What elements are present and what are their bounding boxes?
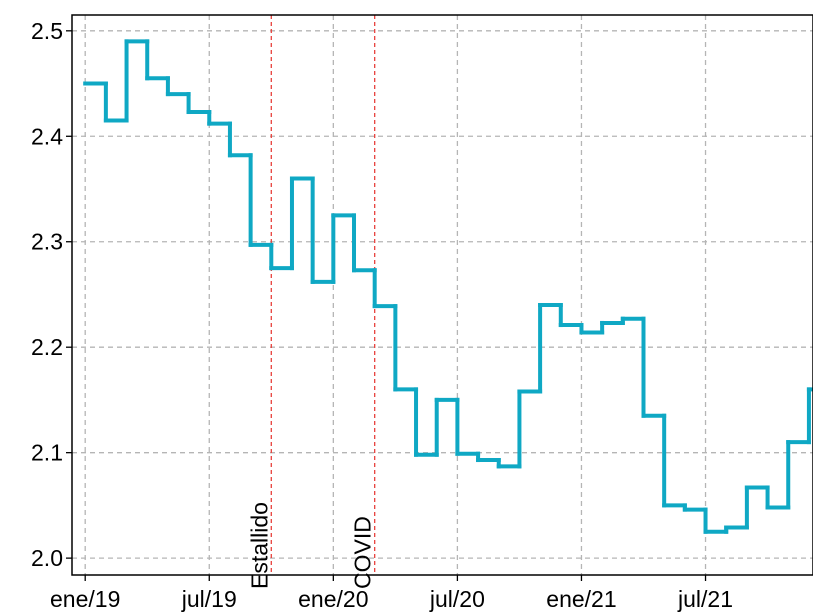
- x-tick-label: ene/21: [546, 586, 616, 612]
- y-tick-label: 2.2: [31, 334, 63, 360]
- plot-frame: [71, 14, 813, 576]
- y-tick-label: 2.4: [31, 123, 63, 149]
- y-tick-label: 2.5: [31, 18, 63, 44]
- x-tick-label: ene/20: [298, 586, 368, 612]
- y-tick-label: 2.0: [31, 545, 63, 571]
- x-tick-label: jul/21: [677, 586, 733, 612]
- y-tick-label: 2.1: [31, 440, 63, 466]
- x-tick-label: ene/19: [50, 586, 120, 612]
- y-tick-label: 2.3: [31, 229, 63, 255]
- x-tick-label: jul/19: [181, 586, 237, 612]
- x-tick-label: jul/20: [429, 586, 485, 612]
- event-label: Estallido: [246, 502, 272, 589]
- event-label: COVID: [350, 516, 376, 589]
